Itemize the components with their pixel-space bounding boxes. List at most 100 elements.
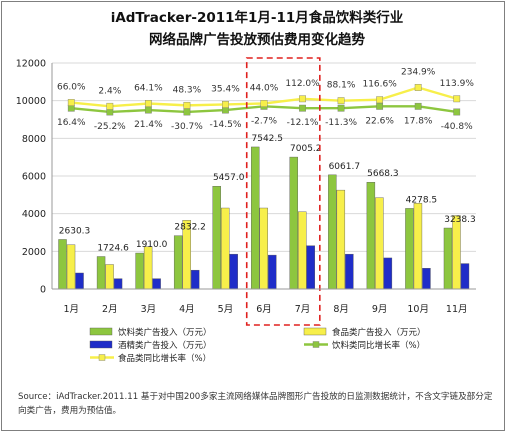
- line-point: [376, 102, 384, 110]
- x-tick-label: 4月: [179, 304, 195, 315]
- legend-label: 食品类同比增长率（%）: [118, 353, 211, 364]
- line-data-label: 44.0%: [250, 83, 279, 93]
- legend-swatch: [303, 327, 327, 336]
- line-data-label: 113.9%: [440, 79, 475, 89]
- chart-title-line2: 网络品牌广告投放预估费用变化趋势: [149, 31, 365, 48]
- line-point: [337, 97, 345, 105]
- bar-data-label: 7005.2: [290, 144, 322, 154]
- x-tick-label: 6月: [256, 304, 272, 315]
- line-data-label: 21.4%: [134, 120, 163, 130]
- line-data-label: -12.1%: [287, 118, 319, 128]
- line-point: [376, 96, 384, 104]
- line-point: [144, 100, 152, 107]
- line-point: [414, 84, 422, 91]
- bar: [173, 235, 183, 290]
- bar: [259, 207, 268, 290]
- line-point: [260, 100, 268, 107]
- bar: [105, 264, 114, 290]
- line-data-label: 88.1%: [327, 81, 356, 91]
- x-tick-label: 5月: [218, 304, 234, 315]
- line-point: [299, 104, 306, 112]
- y-tick-label: 10000: [16, 96, 46, 107]
- line-data-label: 112.0%: [285, 79, 320, 89]
- x-tick-label: 7月: [295, 304, 311, 315]
- line-point: [337, 104, 345, 112]
- line-data-label: 17.8%: [404, 116, 433, 126]
- bar: [345, 253, 354, 290]
- x-tick-label: 3月: [141, 304, 157, 315]
- line-point: [414, 102, 422, 110]
- x-tick-label: 10月: [407, 304, 429, 315]
- line-data-label: 22.6%: [365, 116, 394, 126]
- bar-data-label: 1724.6: [97, 244, 129, 254]
- line-data-label: 64.1%: [134, 83, 163, 93]
- bar: [443, 227, 453, 290]
- line-data-label: -40.8%: [441, 122, 473, 132]
- bar: [251, 146, 260, 290]
- line-data-label: 2.4%: [98, 86, 121, 96]
- line-point: [299, 95, 306, 103]
- bar-data-label: 2630.3: [59, 226, 91, 236]
- bar: [413, 203, 423, 290]
- bar: [366, 182, 376, 290]
- line-point: [222, 106, 229, 114]
- bar: [375, 197, 384, 290]
- bar: [422, 268, 431, 290]
- legend-label: 酒精类广告投入（万元）: [118, 340, 212, 351]
- line-point: [183, 108, 191, 116]
- line-point: [106, 102, 114, 110]
- bar: [306, 245, 315, 290]
- line-data-label: 66.0%: [57, 83, 86, 93]
- bar: [96, 256, 106, 290]
- bar: [289, 156, 298, 290]
- line-point: [453, 95, 461, 103]
- line-point: [453, 108, 461, 116]
- bar: [143, 246, 153, 290]
- x-tick-label: 8月: [333, 304, 349, 315]
- bar: [336, 189, 346, 290]
- bar-data-label: 3238.3: [444, 215, 476, 225]
- line-data-label: 48.3%: [173, 85, 202, 95]
- x-tick-label: 11月: [446, 304, 468, 315]
- y-tick-label: 8000: [22, 134, 46, 145]
- y-tick-label: 2000: [22, 247, 46, 258]
- line-point: [183, 101, 191, 109]
- y-tick-label: 4000: [22, 209, 46, 220]
- y-tick-label: 12000: [16, 59, 46, 70]
- bar: [152, 278, 161, 290]
- line-data-label: -25.2%: [94, 122, 126, 132]
- line-data-label: -11.3%: [325, 118, 357, 128]
- line-point: [106, 108, 114, 116]
- bar-data-label: 6061.7: [329, 162, 361, 172]
- bar: [268, 254, 277, 290]
- x-tick-label: 9月: [372, 304, 388, 315]
- line-data-label: -14.5%: [210, 120, 242, 130]
- legend-label: 食品类广告投入（万元）: [332, 327, 426, 338]
- bar: [75, 272, 84, 290]
- bar: [190, 269, 200, 290]
- bar: [212, 186, 221, 290]
- x-tick-label: 2月: [102, 304, 118, 315]
- line-point: [144, 106, 152, 114]
- bar: [405, 208, 414, 290]
- legend-swatch: [89, 327, 113, 336]
- bar: [460, 263, 470, 290]
- bar: [383, 257, 393, 290]
- bar-data-label: 5668.3: [367, 169, 399, 179]
- x-tick-label: 1月: [63, 304, 79, 315]
- legend-marker: [312, 341, 320, 348]
- bar-data-label: 1910.0: [136, 240, 168, 250]
- legend-swatch: [89, 340, 113, 349]
- bar-data-label: 5457.0: [213, 173, 245, 183]
- bar: [66, 244, 76, 290]
- bar-data-label: 4278.5: [406, 195, 438, 205]
- legend-label: 饮料类广告投入（万元）: [118, 327, 212, 338]
- line-data-label: 35.4%: [211, 84, 240, 94]
- line-data-label: 116.6%: [362, 80, 397, 90]
- line-data-label: 16.4%: [57, 118, 86, 128]
- line-point: [67, 104, 75, 112]
- bar: [58, 239, 67, 290]
- bar: [452, 215, 461, 290]
